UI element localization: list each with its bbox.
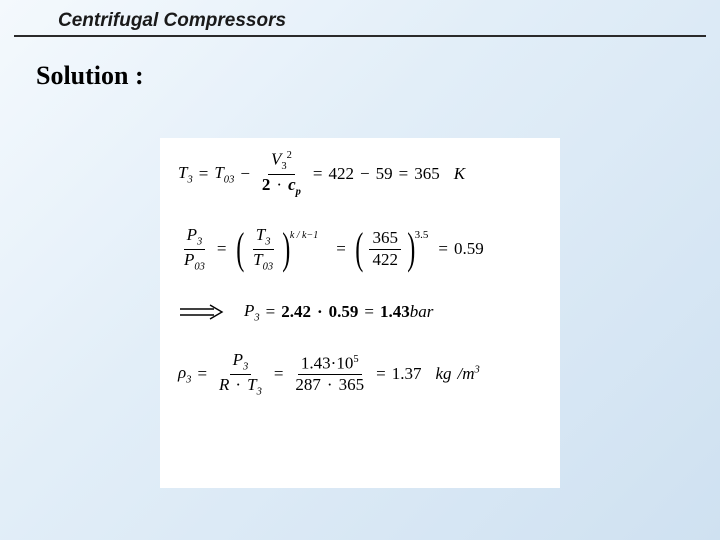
var-T3: T3: [178, 163, 193, 185]
frac-numeric-density: 1.43·105 287·365: [292, 354, 367, 395]
val-2-42: 2.42: [281, 302, 311, 322]
result-1-43: 1.43: [380, 302, 410, 322]
equation-3: P3 = 2.42 · 0.59 = 1.43 bar: [178, 301, 542, 323]
equation-2: P3 P03 = ( T3 T03 ) k / k−1 = ( 365 422 …: [178, 226, 542, 273]
slide-header: Centrifugal Compressors: [14, 0, 706, 37]
frac-P3-P03: P3 P03: [181, 226, 208, 273]
implies-arrow-icon: [178, 303, 226, 321]
value-422: 422: [329, 164, 355, 184]
solution-heading: Solution :: [36, 61, 720, 91]
result-1-37: 1.37: [392, 364, 422, 384]
paren-num-ratio: ( 365 422 ): [352, 229, 419, 269]
equation-4: ρ3 = P3 R·T3 = 1.43·105 287·365 = 1.37 k…: [178, 351, 542, 398]
result-0-59: 0.59: [454, 239, 484, 259]
header-title: Centrifugal Compressors: [58, 10, 706, 32]
frac-V3sq-2cp: V32 2·cp: [259, 150, 304, 198]
var-rho3: ρ3: [178, 363, 191, 385]
unit-bar: bar: [410, 302, 434, 322]
unit-K: K: [454, 164, 465, 184]
paren-T-ratio: ( T3 T03 ): [233, 226, 294, 273]
frac-P3-RT3: P3 R·T3: [216, 351, 265, 398]
exponent-k: k / k−1: [290, 230, 318, 241]
equations-panel: T3 = T03 − V32 2·cp = 422 − 59 = 365 K P…: [160, 138, 560, 488]
var-T03: T03: [214, 163, 234, 185]
result-365: 365: [414, 164, 440, 184]
val-0-59: 0.59: [329, 302, 359, 322]
unit-kg-m3: kg/m3: [435, 364, 479, 384]
exponent-3-5: 3.5: [415, 229, 429, 241]
equation-1: T3 = T03 − V32 2·cp = 422 − 59 = 365 K: [178, 150, 542, 198]
var-P3: P3: [244, 301, 260, 323]
value-59: 59: [376, 164, 393, 184]
